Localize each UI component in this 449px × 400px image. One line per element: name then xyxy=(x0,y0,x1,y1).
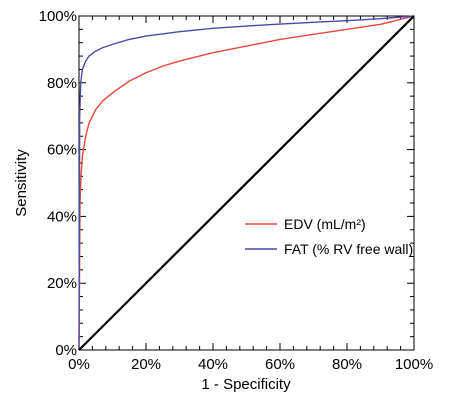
legend-label-edv: EDV (mL/m²) xyxy=(284,216,366,232)
y-tick-label: 100% xyxy=(39,8,77,25)
y-axis-title: Sensitivity xyxy=(13,149,30,217)
x-axis-title: 1 - Specificity xyxy=(201,376,291,393)
x-tick-label: 60% xyxy=(265,356,295,373)
legend: EDV (mL/m²) FAT (% RV free wall) xyxy=(245,216,413,257)
y-tick-label: 0% xyxy=(55,342,77,359)
x-tick-label: 40% xyxy=(198,356,228,373)
x-tick-label: 80% xyxy=(332,356,362,373)
y-tick-label: 60% xyxy=(47,142,77,159)
x-tick-label: 0% xyxy=(68,356,90,373)
y-tick-label: 20% xyxy=(47,275,77,292)
x-tick-label: 100% xyxy=(395,356,433,373)
x-tick-labels: 0% 20% 40% 60% 80% 100% xyxy=(68,356,433,373)
series-layer xyxy=(78,15,415,351)
series-fat-line xyxy=(78,15,415,351)
x-tick-label: 20% xyxy=(131,356,161,373)
reference-diagonal-line xyxy=(78,15,415,351)
legend-label-fat: FAT (% RV free wall) xyxy=(284,241,413,257)
y-tick-label: 80% xyxy=(47,75,77,92)
y-tick-label: 40% xyxy=(47,208,77,225)
y-tick-labels: 0% 20% 40% 60% 80% 100% xyxy=(39,8,77,359)
series-edv-line xyxy=(78,15,415,351)
